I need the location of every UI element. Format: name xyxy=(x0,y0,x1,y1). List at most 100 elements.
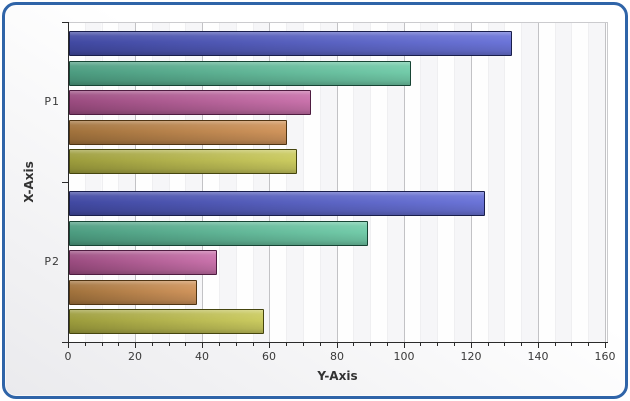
bar-sheen xyxy=(70,32,511,55)
x-axis-title: Y-Axis xyxy=(317,369,358,383)
x-tick-label: 20 xyxy=(128,350,142,363)
bar-sheen xyxy=(70,251,216,274)
gridline-minor xyxy=(303,23,304,343)
gridline-major xyxy=(337,23,338,343)
x-axis-tick-minor xyxy=(454,343,455,346)
gridline-minor xyxy=(118,23,119,343)
y-axis-tick xyxy=(62,182,68,183)
bar-series-2-teal-P2 xyxy=(69,221,368,246)
x-tick-label: 40 xyxy=(195,350,209,363)
bar-series-3-magenta-P2 xyxy=(69,250,217,275)
x-axis-tick-major xyxy=(269,343,270,348)
x-axis-tick-major xyxy=(471,343,472,348)
x-axis-tick-minor xyxy=(437,343,438,346)
gridline-minor xyxy=(488,23,489,343)
bar-sheen xyxy=(70,222,367,245)
y-axis-tick xyxy=(62,22,68,23)
gridline-minor xyxy=(521,23,522,343)
x-axis-tick-minor xyxy=(118,343,119,346)
x-axis-line xyxy=(62,342,608,343)
x-axis-tick-minor xyxy=(420,343,421,346)
category-label: P2 xyxy=(44,255,60,268)
x-axis-tick-minor xyxy=(353,343,354,346)
gridline-major xyxy=(471,23,472,343)
x-axis-tick-major xyxy=(538,343,539,348)
y-axis-title: X-Axis xyxy=(22,161,36,203)
x-axis-tick-minor xyxy=(152,343,153,346)
gridline-minor xyxy=(387,23,388,343)
x-axis-tick-minor xyxy=(521,343,522,346)
bar-series-2-teal-P1 xyxy=(69,61,411,86)
x-tick-label: 80 xyxy=(330,350,344,363)
x-axis-tick-minor xyxy=(236,343,237,346)
gridline-minor xyxy=(504,23,505,343)
gridline-minor xyxy=(555,23,556,343)
gridline-minor xyxy=(253,23,254,343)
gridline-minor xyxy=(102,23,103,343)
x-tick-label: 120 xyxy=(460,350,482,363)
x-tick-label: 140 xyxy=(527,350,549,363)
category-label: P1 xyxy=(44,95,60,108)
x-axis-tick-minor xyxy=(219,343,220,346)
x-axis-tick-minor xyxy=(571,343,572,346)
gridline-minor xyxy=(219,23,220,343)
bar-sheen xyxy=(70,281,196,304)
x-axis-tick-minor xyxy=(555,343,556,346)
gridline-minor xyxy=(454,23,455,343)
gridline-major xyxy=(605,23,606,343)
gridline-minor xyxy=(571,23,572,343)
bar-sheen xyxy=(70,91,310,114)
bar-series-5-olive-P2 xyxy=(69,309,264,334)
gridline-minor xyxy=(152,23,153,343)
x-axis-tick-minor xyxy=(253,343,254,346)
x-axis-tick-minor xyxy=(370,343,371,346)
x-axis-tick-minor xyxy=(504,343,505,346)
x-axis-tick-major xyxy=(605,343,606,348)
bar-sheen xyxy=(70,121,286,144)
x-axis-tick-minor xyxy=(488,343,489,346)
gridline-minor xyxy=(320,23,321,343)
x-axis-tick-minor xyxy=(320,343,321,346)
gridline-major xyxy=(135,23,136,343)
x-axis-tick-minor xyxy=(588,343,589,346)
plot-area xyxy=(68,22,608,343)
gridline-minor xyxy=(353,23,354,343)
bar-sheen xyxy=(70,192,484,215)
y-axis-line xyxy=(68,22,69,343)
y-axis-tick xyxy=(62,342,68,343)
x-axis-tick-minor xyxy=(303,343,304,346)
x-tick-label: 0 xyxy=(64,350,72,363)
gridline-minor xyxy=(420,23,421,343)
x-tick-label: 100 xyxy=(393,350,415,363)
gridline-minor xyxy=(286,23,287,343)
x-axis-tick-minor xyxy=(286,343,287,346)
bar-series-1-blue-P2 xyxy=(69,191,485,216)
gridline-minor xyxy=(588,23,589,343)
gridline-minor xyxy=(85,23,86,343)
x-axis-tick-minor xyxy=(185,343,186,346)
x-axis-tick-major xyxy=(202,343,203,348)
x-tick-label: 160 xyxy=(594,350,616,363)
x-axis-tick-minor xyxy=(85,343,86,346)
bar-series-4-orange-P1 xyxy=(69,120,287,145)
x-axis-tick-minor xyxy=(169,343,170,346)
bar-sheen xyxy=(70,62,410,85)
bar-sheen xyxy=(70,310,263,333)
bar-sheen xyxy=(70,150,296,173)
bar-series-1-blue-P1 xyxy=(69,31,512,56)
bar-series-3-magenta-P1 xyxy=(69,90,311,115)
x-axis-tick-major xyxy=(337,343,338,348)
x-axis-tick-major xyxy=(68,343,69,348)
gridline-minor xyxy=(236,23,237,343)
x-tick-label: 60 xyxy=(262,350,276,363)
gridline-minor xyxy=(370,23,371,343)
x-axis-tick-minor xyxy=(387,343,388,346)
x-axis-tick-minor xyxy=(102,343,103,346)
gridline-minor xyxy=(169,23,170,343)
bar-series-5-olive-P1 xyxy=(69,149,297,174)
gridline-minor xyxy=(185,23,186,343)
gridline-major xyxy=(202,23,203,343)
bar-series-4-orange-P2 xyxy=(69,280,197,305)
x-axis-tick-major xyxy=(135,343,136,348)
